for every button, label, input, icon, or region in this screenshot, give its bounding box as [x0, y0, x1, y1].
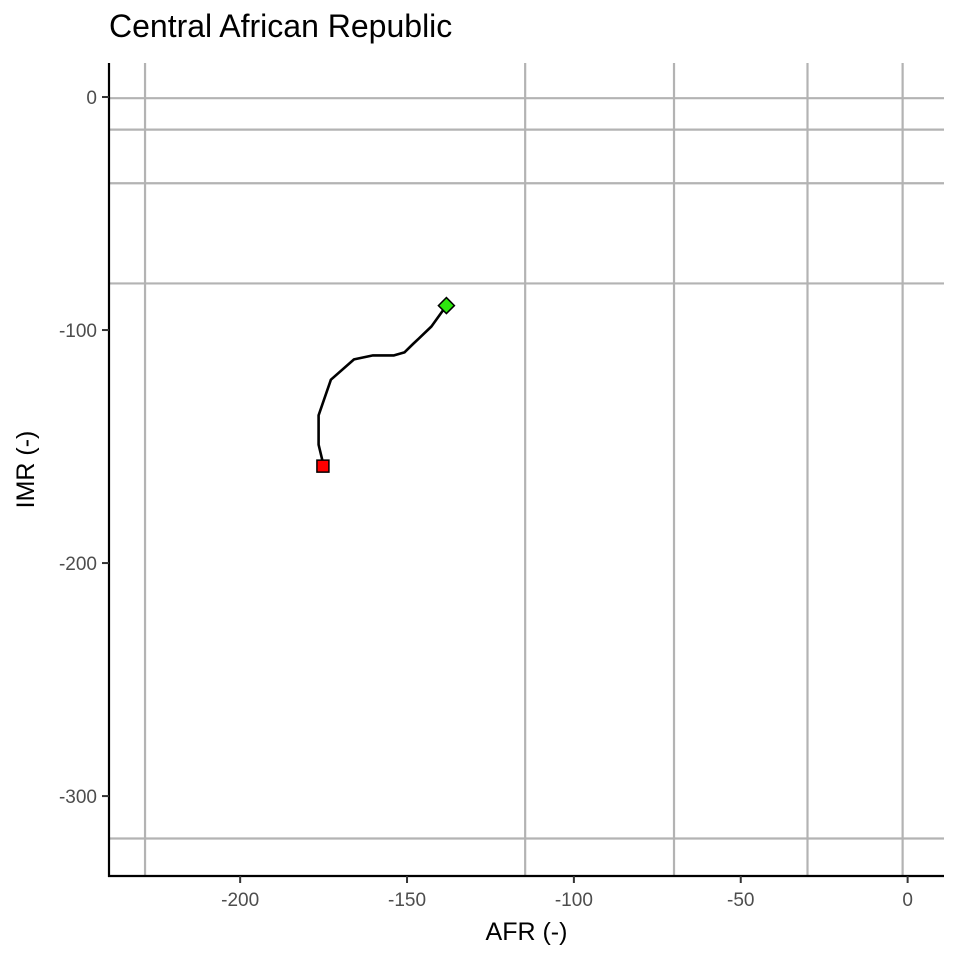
y-tick-label-2: -200 [59, 554, 97, 575]
chart-title: Central African Republic [109, 8, 453, 44]
x-tick-label-1: -150 [388, 890, 426, 911]
y-tick-label-0: 0 [86, 88, 97, 109]
start-point-marker [437, 296, 456, 315]
x-tick-label-0: -200 [221, 890, 259, 911]
x-tick-label-2: -100 [555, 890, 593, 911]
y-tick-label-3: -300 [59, 787, 97, 808]
y-axis-title: IMR (-) [12, 431, 40, 509]
end-point-marker [316, 459, 330, 473]
x-tick-label-3: -50 [727, 890, 754, 911]
y-tick-label-1: -100 [59, 321, 97, 342]
x-tick-label-4: 0 [902, 890, 913, 911]
x-axis-title: AFR (-) [486, 918, 568, 946]
series-line-0 [317, 304, 448, 468]
